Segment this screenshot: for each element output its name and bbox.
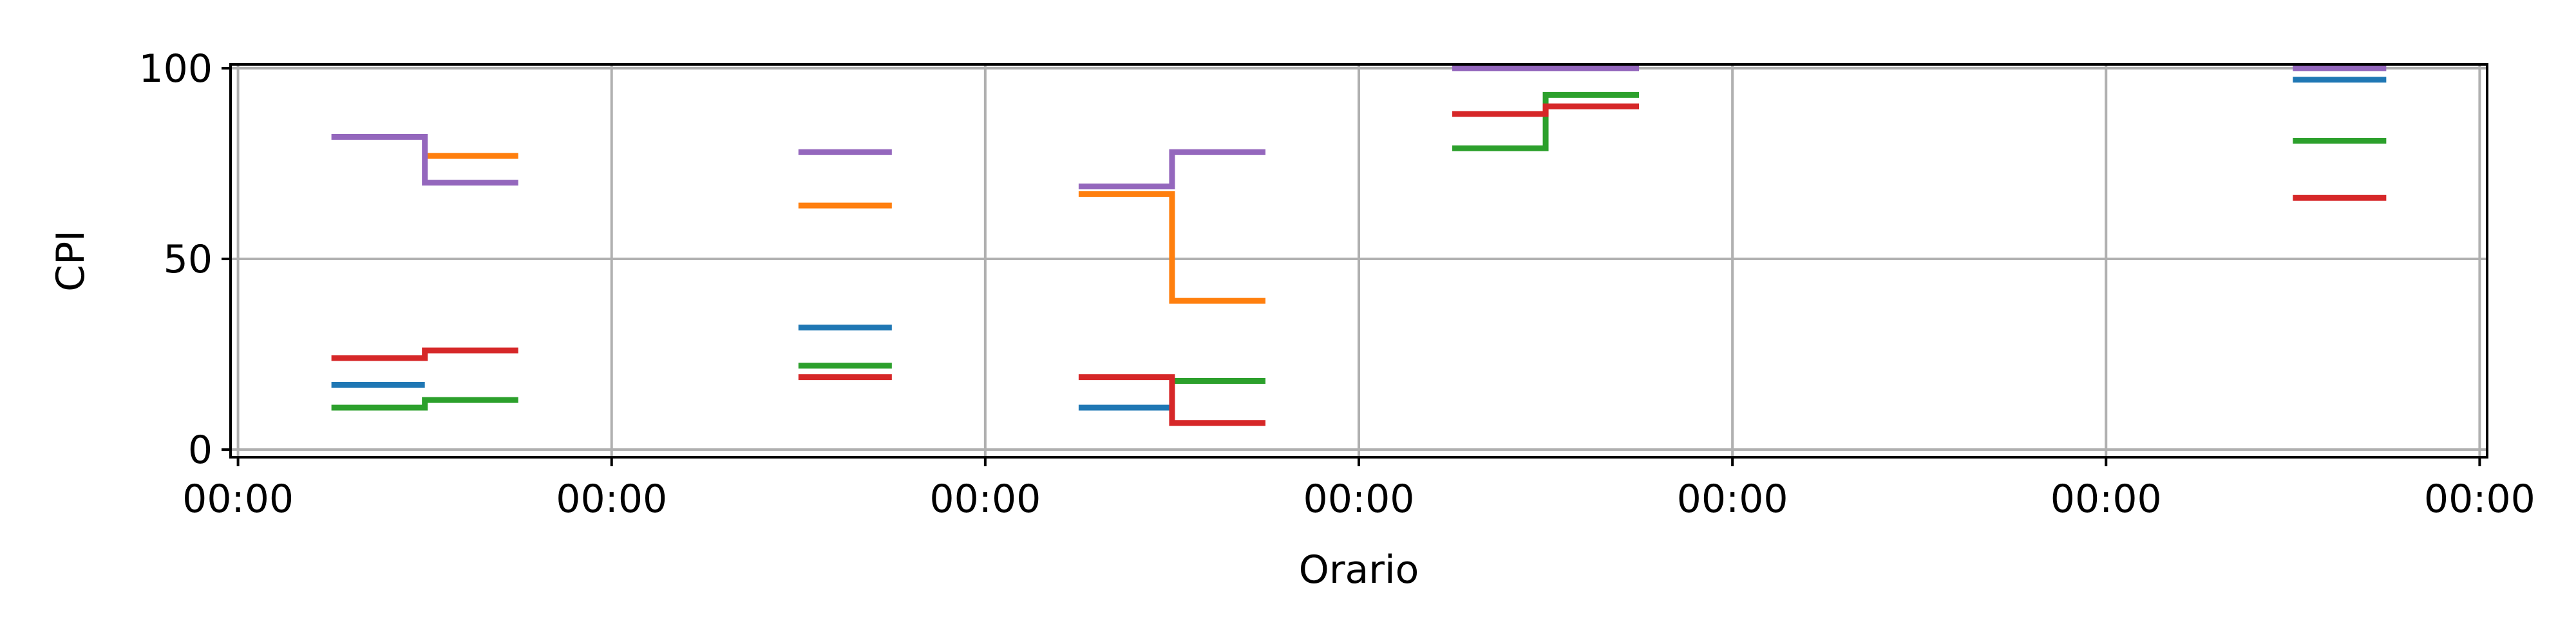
- gridlines: [231, 64, 2487, 457]
- y-axis-label: CPI: [48, 230, 93, 292]
- series-2-segment-0: [331, 397, 518, 411]
- x-axis-ticks: 00:00 00:00 00:00 00:00 00:00 00:00 00:00: [182, 457, 2535, 522]
- y-tick-label-2: 100: [138, 46, 213, 91]
- series-4-segment-0: [331, 134, 518, 186]
- x-tick-label-5: 00:00: [2050, 477, 2162, 522]
- series-3-segment-0: [331, 347, 518, 361]
- series-3-segment-3: [1452, 103, 1640, 117]
- x-tick-label-6: 00:00: [2424, 477, 2535, 522]
- series-2-segment-3: [1452, 91, 1640, 151]
- series-3-segment-2: [1078, 374, 1265, 426]
- x-tick-label-3: 00:00: [1303, 477, 1415, 522]
- x-tick-label-2: 00:00: [929, 477, 1041, 522]
- y-axis-ticks: 0 50 100: [138, 46, 231, 473]
- series-group: [331, 65, 2387, 426]
- y-tick-label-1: 50: [164, 237, 213, 282]
- x-tick-label-0: 00:00: [182, 477, 294, 522]
- x-tick-label-4: 00:00: [1677, 477, 1788, 522]
- series-4-segment-2: [1078, 149, 1265, 190]
- y-tick-label-0: 0: [188, 428, 213, 473]
- series-1-segment-2: [1078, 191, 1265, 304]
- x-axis-label: Orario: [1299, 547, 1419, 592]
- x-tick-label-1: 00:00: [556, 477, 667, 522]
